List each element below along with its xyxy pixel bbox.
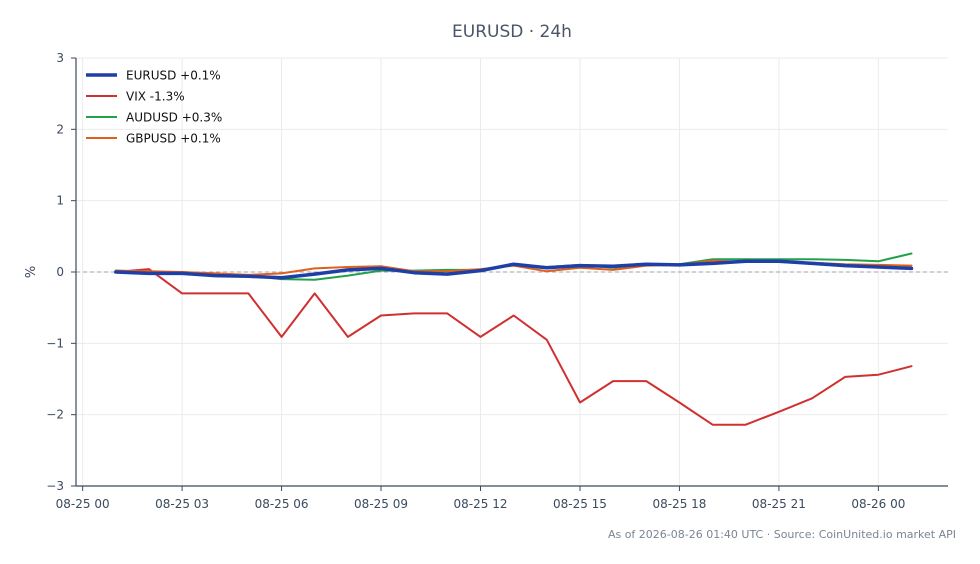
series-line-0 xyxy=(114,259,914,280)
y-tick-label: 1 xyxy=(56,194,64,208)
x-tick-label: 08-25 18 xyxy=(652,497,706,511)
legend-label-1: VIX -1.3% xyxy=(126,90,185,104)
axes xyxy=(71,57,948,491)
x-tick-labels: 08-25 00 08-25 03 08-25 06 08-25 09 08-25 12… xyxy=(56,497,906,511)
y-tick-label: 3 xyxy=(56,51,64,65)
x-tick-label: 08-25 00 xyxy=(56,497,110,511)
x-tick-label: 08-25 03 xyxy=(155,497,209,511)
series-line-1 xyxy=(114,268,913,426)
y-tick-label: 2 xyxy=(56,122,64,136)
footer-source: As of 2026-08-26 01:40 UTC · Source: Coi… xyxy=(608,528,956,541)
legend-label-0: EURUSD +0.1% xyxy=(126,69,221,83)
y-tick-label: −3 xyxy=(46,479,64,493)
series-lines xyxy=(114,252,914,426)
legend-label-3: GBPUSD +0.1% xyxy=(126,132,221,146)
y-tick-label: −1 xyxy=(46,336,64,350)
x-tick-label: 08-25 15 xyxy=(553,497,607,511)
legend-label-2: AUDUSD +0.3% xyxy=(126,111,222,125)
x-tick-label: 08-25 06 xyxy=(255,497,309,511)
y-tick-label: 0 xyxy=(56,265,64,279)
y-tick-labels: −3 −2 −1 0 1 2 3 xyxy=(46,51,64,493)
legend: EURUSD +0.1% VIX -1.3% AUDUSD +0.3% GBPUSD … xyxy=(86,69,222,146)
x-tick-label: 08-25 21 xyxy=(752,497,806,511)
chart-title: EURUSD · 24h xyxy=(452,22,572,42)
x-tick-label: 08-26 00 xyxy=(851,497,905,511)
x-tick-label: 08-25 12 xyxy=(454,497,508,511)
x-tick-label: 08-25 09 xyxy=(354,497,408,511)
y-axis-label: % xyxy=(24,266,39,278)
y-tick-label: −2 xyxy=(46,408,64,422)
